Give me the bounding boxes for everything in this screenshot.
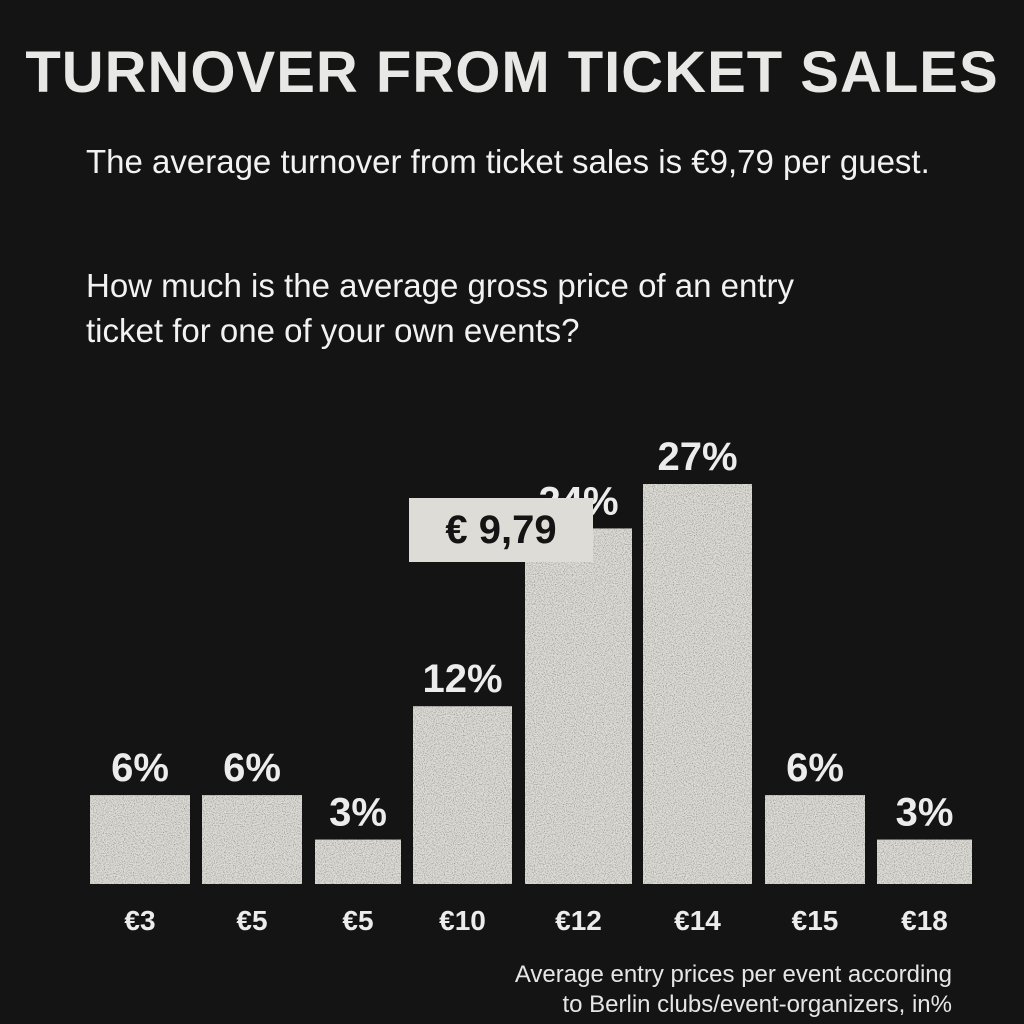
survey-question: How much is the average gross price of a… <box>86 267 795 349</box>
bar-3 <box>315 839 401 884</box>
category-label-1: €3 <box>124 905 155 936</box>
bar-value-label-3: 3% <box>329 791 387 835</box>
category-label-3: €5 <box>342 905 373 936</box>
bar-6 <box>643 484 752 884</box>
bar-value-label-4: 12% <box>422 657 502 701</box>
bar-value-label-7: 6% <box>786 746 844 790</box>
bar-8 <box>877 839 972 884</box>
category-label-2: €5 <box>236 905 267 936</box>
source-note: Average entry prices per event according… <box>515 960 952 1020</box>
bar-7 <box>765 795 865 884</box>
category-label-5: €12 <box>555 905 602 936</box>
category-label-8: €18 <box>901 905 948 936</box>
category-label-6: €14 <box>674 905 721 936</box>
average-price-badge: € 9,79 <box>409 498 593 562</box>
category-labels-group: €3 €5 €5 €10 €12 €14 €15 €18 <box>124 905 947 936</box>
bar-value-label-2: 6% <box>223 746 281 790</box>
bars-group <box>90 484 972 884</box>
bar-value-label-1: 6% <box>111 746 169 790</box>
bar-value-label-8: 3% <box>896 791 954 835</box>
subtitle: The average turnover from ticket sales i… <box>86 143 930 180</box>
bar-4 <box>413 706 512 884</box>
page-title: TURNOVER FROM TICKET SALES <box>25 40 999 105</box>
bar-2 <box>202 795 302 884</box>
source-note-line-1: Average entry prices per event according <box>514 961 952 988</box>
bar-1 <box>90 795 190 884</box>
bar-5 <box>525 528 632 884</box>
category-label-4: €10 <box>439 905 486 936</box>
category-label-7: €15 <box>792 905 839 936</box>
bar-value-label-6: 27% <box>657 435 737 479</box>
source-note-line-2: to Berlin clubs/event-organizers, in% <box>562 991 952 1018</box>
